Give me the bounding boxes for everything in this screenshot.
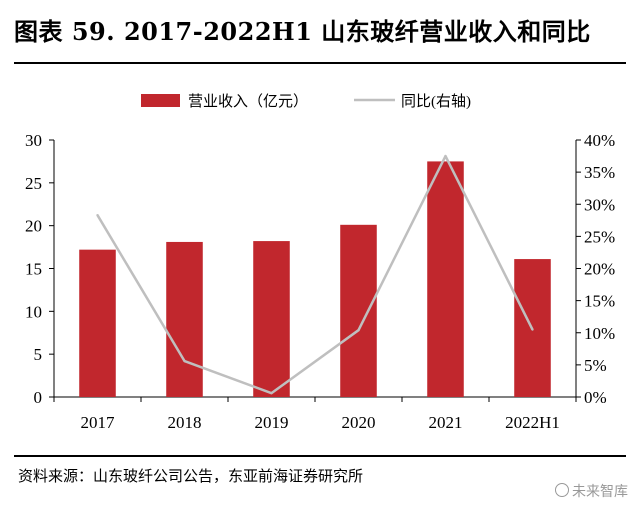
title-divider xyxy=(14,62,626,64)
y-right-tick-label: 5% xyxy=(584,356,607,375)
yoy-point xyxy=(357,328,360,332)
chart-legend: 营业收入（亿元） 同比(右轴) xyxy=(141,93,471,110)
source-divider xyxy=(14,455,626,457)
yoy-point xyxy=(444,154,447,158)
y-right-tick-label: 25% xyxy=(584,227,615,246)
y-right-tick-label: 30% xyxy=(584,195,615,214)
y-right-tick-label: 20% xyxy=(584,260,615,279)
revenue-bar xyxy=(427,161,464,397)
y-right-tick-label: 10% xyxy=(584,324,615,343)
page-title: 图表 59. 2017-2022H1 山东玻纤营业收入和同比 xyxy=(14,17,591,46)
x-tick-label: 2017 xyxy=(81,413,116,432)
watermark-icon xyxy=(555,483,569,497)
bar-series xyxy=(79,161,551,397)
legend-line-label: 同比(右轴) xyxy=(401,93,471,110)
x-tick-label: 2021 xyxy=(429,413,463,432)
y-right-tick-label: 40% xyxy=(584,131,615,150)
y-left-tick-label: 0 xyxy=(34,388,43,407)
tick-labels: 0 5 10 15 20 25 30 0% 5% 10% 15% 20% 25% 30% 35% 40% 201… xyxy=(25,131,615,432)
x-tick-label: 2019 xyxy=(255,413,289,432)
yoy-point xyxy=(531,328,534,331)
legend-bar-label: 营业收入（亿元） xyxy=(188,93,308,110)
revenue-bar xyxy=(253,241,290,397)
y-left-tick-label: 25 xyxy=(25,174,42,193)
x-tick-label: 2022H1 xyxy=(505,413,560,432)
y-left-tick-label: 15 xyxy=(25,260,42,279)
revenue-bar xyxy=(79,249,116,397)
y-right-tick-label: 35% xyxy=(584,163,615,182)
x-tick-label: 2020 xyxy=(342,413,376,432)
yoy-line xyxy=(96,154,534,395)
y-right-tick-label: 15% xyxy=(584,292,615,311)
yoy-point xyxy=(270,391,273,395)
y-left-tick-label: 10 xyxy=(25,302,42,321)
y-left-tick-label: 30 xyxy=(25,131,42,150)
x-tick-label: 2018 xyxy=(168,413,202,432)
yoy-line-series xyxy=(96,154,534,395)
y-left-tick-label: 5 xyxy=(34,345,43,364)
legend-bar-swatch xyxy=(141,94,180,107)
watermark: 未来智库 xyxy=(555,481,628,501)
revenue-chart: 营业收入（亿元） 同比(右轴) 0 5 10 15 20 25 30 0% 5% 10% 15% 20… xyxy=(25,93,615,432)
yoy-point xyxy=(96,213,99,217)
source-note: 资料来源：山东玻纤公司公告，东亚前海证券研究所 xyxy=(18,467,364,485)
revenue-bar xyxy=(340,224,377,397)
y-right-tick-label: 0% xyxy=(584,388,607,407)
y-left-tick-label: 20 xyxy=(25,217,42,236)
revenue-bar xyxy=(166,241,203,397)
watermark-text: 未来智库 xyxy=(572,484,628,500)
yoy-point xyxy=(183,359,186,363)
chart-axes xyxy=(49,139,581,402)
